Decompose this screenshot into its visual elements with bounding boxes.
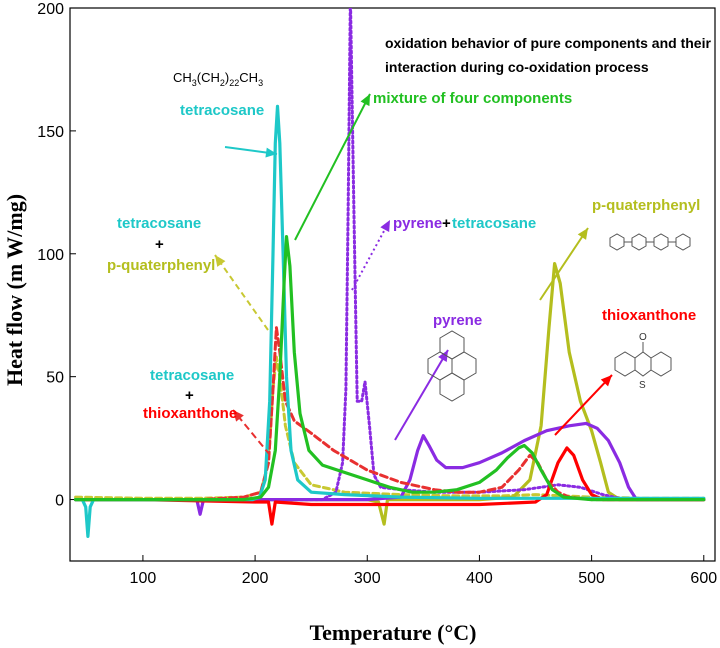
x-tick-label: 500 (578, 570, 605, 587)
label-tq-a: tetracosane (117, 215, 201, 232)
label-tt-a: tetracosane (150, 367, 234, 384)
formula-sub: 3 (258, 78, 263, 88)
formula-part: (CH (197, 70, 220, 85)
tetracosane-formula: CH3(CH2)22CH3 (173, 70, 263, 88)
thioxanthone-structure: O S (614, 332, 672, 391)
arrowhead-pyrene (438, 350, 448, 363)
x-tick-label: 100 (130, 570, 157, 587)
arrowhead-thioxanthone (600, 375, 612, 387)
series-line-mixture (74, 235, 706, 502)
label-pyrene-tetracosane-plus: + (442, 215, 451, 232)
formula-part: ) (225, 70, 229, 85)
formula-sub: 2 (220, 78, 225, 88)
thioxanthone-s: S (639, 380, 646, 391)
arrowhead-tetracosane (265, 147, 277, 158)
arrowhead-tetracosane-thioxanthone (233, 410, 244, 422)
thioxanthone-o: O (639, 332, 647, 343)
arrow-pyrene-tetracosane (351, 219, 391, 291)
y-tick-label: 200 (37, 1, 64, 18)
x-tick-label: 300 (354, 570, 381, 587)
formula-part: CH (239, 70, 258, 85)
quaterphenyl-structure (609, 233, 691, 251)
y-tick-label: 50 (46, 370, 64, 387)
arrowhead-mixture (360, 94, 370, 107)
arrowhead-p-quaterphenyl (577, 228, 588, 240)
label-tq-b: p-quaterphenyl (107, 257, 215, 274)
series-line-thioxanthone (74, 446, 706, 526)
series-line-pyrene-tetracosane (74, 8, 706, 502)
y-tick-label: 100 (37, 247, 64, 264)
y-tick-label: 0 (55, 493, 64, 510)
label-tt-b: thioxanthone (143, 405, 237, 422)
x-axis-title: Temperature (°C) (309, 620, 476, 645)
arrow-pyrene (394, 349, 449, 441)
label-p-quaterphenyl: p-quaterphenyl (592, 197, 700, 214)
plot-frame (69, 7, 716, 562)
x-tick-label: 600 (690, 570, 717, 587)
y-axis-title: Heat flow (m W/mg) (2, 194, 27, 386)
formula-sub: 22 (229, 78, 239, 88)
arrow-tetracosane-quaterphenyl (214, 254, 269, 331)
arrow-group (214, 93, 613, 456)
series-group (74, 8, 706, 538)
arrow-thioxanthone (554, 374, 613, 436)
label-pyrene-tetracosane-b: tetracosane (452, 215, 536, 232)
arrow-mixture (294, 93, 371, 241)
label-tetracosane: tetracosane (180, 102, 264, 119)
label-thioxanthone: thioxanthone (602, 307, 696, 324)
formula-part: CH (173, 70, 192, 85)
series-line-tetracosane (74, 104, 706, 538)
label-pyrene-tetracosane-a: pyrene (393, 215, 442, 232)
formula-sub: 3 (192, 78, 197, 88)
pyrene-structure (427, 330, 477, 402)
series-line-p-quaterphenyl (74, 262, 706, 526)
y-tick-label: 150 (37, 124, 64, 141)
x-tick-label: 400 (466, 570, 493, 587)
axis-ticks: 100 200 300 400 500 600 0 50 100 150 200 (37, 1, 717, 587)
label-mixture: mixture of four components (373, 90, 572, 107)
arrowhead-tetracosane-quaterphenyl (215, 255, 226, 267)
label-pyrene: pyrene (433, 312, 482, 329)
annotation-line-1: oxidation behavior of pure components an… (385, 35, 711, 51)
annotation-line-2: interaction during co-oxidation process (385, 59, 649, 75)
arrow-p-quaterphenyl (539, 227, 589, 301)
arrowhead-pyrene-tetracosane (380, 220, 390, 233)
label-tt-plus: + (185, 387, 194, 404)
x-tick-label: 200 (242, 570, 269, 587)
label-tq-plus: + (155, 236, 164, 253)
